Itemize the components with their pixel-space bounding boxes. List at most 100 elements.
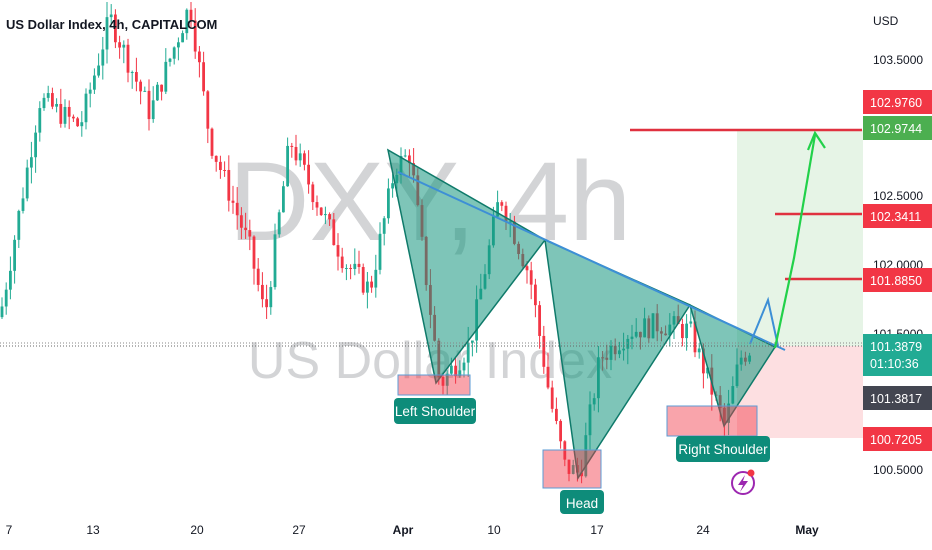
candle-body <box>219 161 222 170</box>
candle-body <box>542 335 546 367</box>
candle-body <box>349 268 352 270</box>
head-label: Head <box>560 490 604 514</box>
candle-body <box>122 44 126 48</box>
neckline <box>397 171 786 351</box>
candle-body <box>25 167 29 199</box>
candle-body <box>441 376 445 386</box>
svg-text:102.3411: 102.3411 <box>870 210 921 224</box>
candle-body <box>391 183 394 189</box>
candle-body <box>685 323 688 339</box>
head-text: Head <box>566 496 598 511</box>
candle-body <box>0 306 4 318</box>
candle-body <box>235 202 239 216</box>
candle-body <box>210 128 214 156</box>
candle-body <box>307 164 310 185</box>
candle-body <box>248 230 252 237</box>
candle-body <box>160 84 163 92</box>
x-tick-label: 10 <box>487 523 501 537</box>
candle-body <box>462 362 466 371</box>
x-tick-label: Apr <box>393 523 414 537</box>
candle-body <box>702 348 705 374</box>
candle-body <box>256 268 260 285</box>
left-shoulder-triangle <box>386 148 547 385</box>
candle-body <box>336 245 340 257</box>
right-shoulder-label: Right Shoulder <box>676 436 770 462</box>
candle-body <box>59 103 63 124</box>
candle-body <box>693 321 697 353</box>
candle-body <box>324 214 327 216</box>
candle-body <box>4 289 8 307</box>
candle-body <box>135 72 138 82</box>
price-tag: 102.9744 <box>863 116 932 140</box>
candle-body <box>286 145 289 187</box>
candle-body <box>202 62 205 92</box>
price-tags: 102.9760 102.9744 102.3411 101.8850 101.3879… <box>863 90 932 451</box>
candle-body <box>223 169 226 171</box>
candle-body <box>151 100 155 120</box>
candle-body <box>294 147 298 161</box>
candle-body <box>538 305 541 336</box>
candle-body <box>311 184 315 203</box>
candle-body <box>198 51 201 63</box>
candle-body <box>227 169 231 201</box>
candle-body <box>681 324 684 339</box>
candle-body <box>244 227 247 231</box>
candle-body <box>382 218 386 234</box>
svg-text:101.8850: 101.8850 <box>870 274 922 288</box>
left-shoulder-box <box>397 374 471 396</box>
x-tick-label: 17 <box>590 523 604 537</box>
candle-body <box>51 93 54 107</box>
left-shoulder-text: Left Shoulder <box>395 404 476 419</box>
candle-body <box>93 75 96 90</box>
candle-body <box>445 373 449 386</box>
y-tick-label: 100.5000 <box>873 463 923 477</box>
candle-body <box>315 202 319 208</box>
candle-body <box>63 106 67 124</box>
x-tick-label: 7 <box>6 523 13 537</box>
candle-body <box>265 299 268 308</box>
candle-body <box>529 270 533 285</box>
candle-body <box>559 420 562 442</box>
candle-body <box>387 188 390 219</box>
svg-text:101.3817: 101.3817 <box>870 392 922 406</box>
y-tick-label: 103.5000 <box>873 53 923 67</box>
candle-body <box>72 116 75 119</box>
svg-text:102.9760: 102.9760 <box>870 96 922 110</box>
candle-body <box>466 342 470 363</box>
candle-body <box>105 17 109 50</box>
candle-body <box>580 472 583 477</box>
candle-body <box>42 97 46 109</box>
x-tick-label: May <box>795 523 819 537</box>
candle-body <box>332 219 336 246</box>
candle-body <box>261 284 264 300</box>
candle-body <box>97 65 100 76</box>
candle-body <box>567 459 571 474</box>
svg-text:01:10:36: 01:10:36 <box>870 357 919 371</box>
price-tag: 100.7205 <box>863 427 932 451</box>
candle-body <box>298 153 302 161</box>
left-shoulder-label: Left Shoulder <box>394 398 476 424</box>
candle-body <box>168 58 172 62</box>
candle-body <box>177 42 180 48</box>
candle-body <box>319 207 323 216</box>
candle-body <box>571 465 575 474</box>
lightning-icon[interactable] <box>731 469 755 495</box>
time-axis[interactable]: 7 13 20 27 Apr 10 17 24 May <box>0 515 863 550</box>
candle-body <box>88 89 92 94</box>
candle-body <box>500 202 504 206</box>
candle-body <box>9 270 12 290</box>
candle-body <box>231 200 235 203</box>
candle-body <box>471 340 474 343</box>
candle-body <box>84 93 88 123</box>
symbol-title[interactable]: US Dollar Index, 4h, CAPITALCOM <box>6 17 218 32</box>
candle-body <box>38 108 42 133</box>
breakout-arrow <box>773 134 817 349</box>
candle-body <box>458 370 462 377</box>
candle-body <box>214 155 218 162</box>
candle-body <box>206 91 210 129</box>
candle-body <box>555 408 558 421</box>
candle-body <box>240 215 243 228</box>
candle-body <box>67 106 71 117</box>
candle-body <box>130 72 134 74</box>
